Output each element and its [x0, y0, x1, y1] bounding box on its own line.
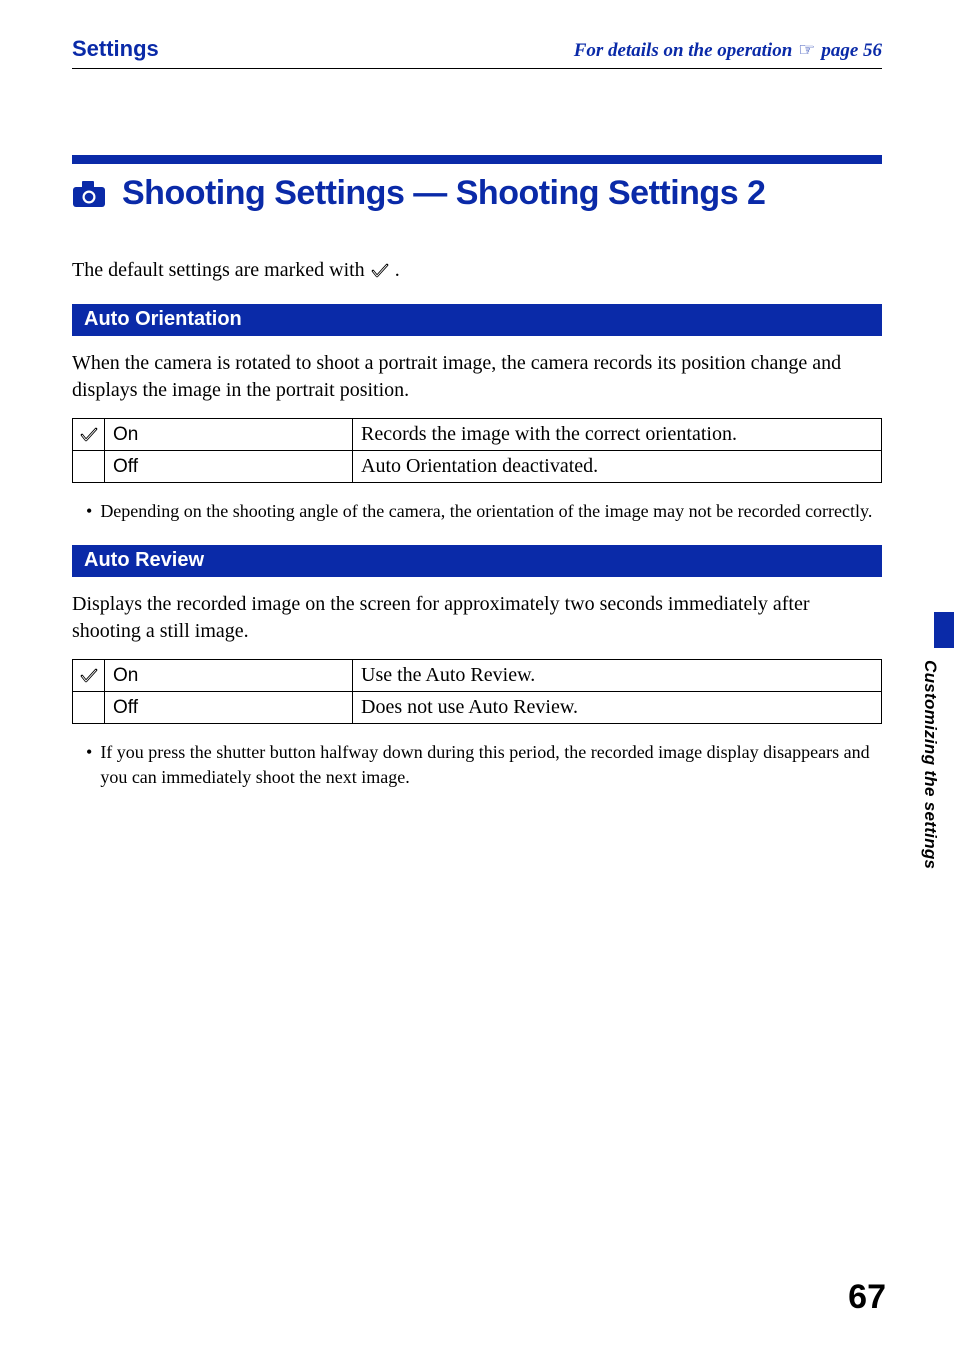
intro-text: The default settings are marked with .: [72, 257, 882, 284]
notes-auto-orientation: • Depending on the shooting angle of the…: [72, 499, 882, 523]
note-text: If you press the shutter button halfway …: [100, 740, 882, 789]
section-header-auto-orientation: Auto Orientation: [72, 304, 882, 336]
section-header-auto-review: Auto Review: [72, 545, 882, 577]
side-tab: [934, 612, 954, 648]
option-desc: Auto Orientation deactivated.: [353, 451, 882, 483]
notes-auto-review: • If you press the shutter button halfwa…: [72, 740, 882, 789]
check-icon: [371, 263, 389, 279]
settings-table-auto-review: On Use the Auto Review. Off Does not use…: [72, 659, 882, 724]
intro-suffix: .: [395, 257, 400, 284]
table-row: Off Auto Orientation deactivated.: [73, 451, 882, 483]
option-label: Off: [105, 451, 353, 483]
note-text: Depending on the shooting angle of the c…: [100, 499, 872, 523]
default-mark-cell: [73, 451, 105, 483]
intro-prefix: The default settings are marked with: [72, 257, 365, 284]
option-desc: Use the Auto Review.: [353, 660, 882, 692]
side-section-label: Customizing the settings: [920, 660, 940, 869]
default-mark-cell: [73, 419, 105, 451]
page-title-row: Shooting Settings — Shooting Settings 2: [72, 174, 882, 213]
section-desc-auto-orientation: When the camera is rotated to shoot a po…: [72, 350, 882, 404]
header-left-label: Settings: [72, 36, 159, 62]
title-bar: [72, 155, 882, 164]
table-row: On Use the Auto Review.: [73, 660, 882, 692]
option-label: Off: [105, 692, 353, 724]
option-desc: Records the image with the correct orien…: [353, 419, 882, 451]
option-label: On: [105, 419, 353, 451]
bullet-icon: •: [86, 740, 92, 789]
header-right-label: For details on the operation ☞ page 56: [574, 39, 882, 62]
option-desc: Does not use Auto Review.: [353, 692, 882, 724]
table-row: On Records the image with the correct or…: [73, 419, 882, 451]
header-right-prefix: For details on the operation: [574, 40, 793, 62]
bullet-icon: •: [86, 499, 92, 523]
table-row: Off Does not use Auto Review.: [73, 692, 882, 724]
settings-table-auto-orientation: On Records the image with the correct or…: [72, 418, 882, 483]
header-rule: [72, 68, 882, 69]
default-mark-cell: [73, 692, 105, 724]
page-title: Shooting Settings — Shooting Settings 2: [122, 174, 765, 213]
page-header: Settings For details on the operation ☞ …: [72, 36, 882, 62]
camera-icon: [72, 180, 106, 208]
pointing-hand-icon: ☞: [798, 39, 815, 62]
default-mark-cell: [73, 660, 105, 692]
option-label: On: [105, 660, 353, 692]
section-desc-auto-review: Displays the recorded image on the scree…: [72, 591, 882, 645]
page-number: 67: [848, 1278, 886, 1317]
header-right-suffix: page 56: [821, 40, 882, 62]
